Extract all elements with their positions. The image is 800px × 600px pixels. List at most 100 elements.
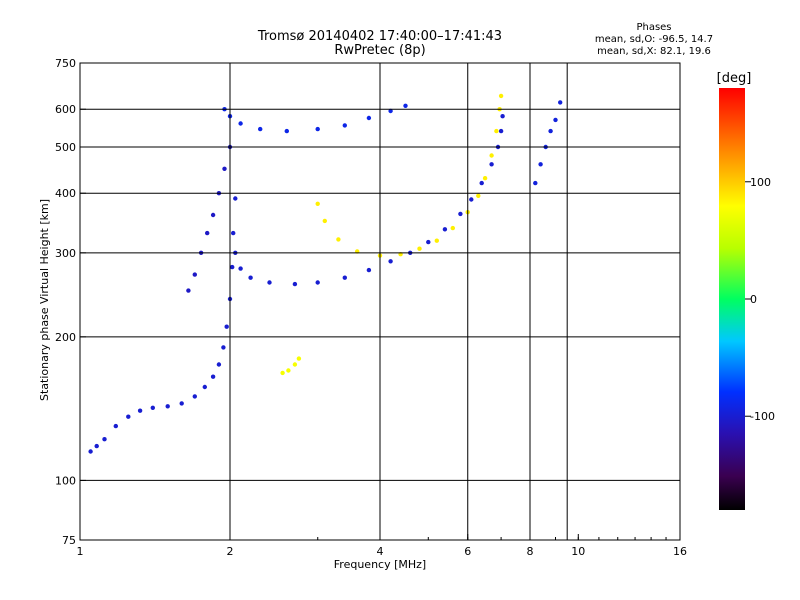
colorbar-tick-label: 0 — [750, 293, 757, 306]
scatter-point — [548, 128, 553, 134]
x-tick-label: 8 — [527, 545, 534, 558]
scatter-point — [231, 230, 236, 236]
scatter-point — [296, 356, 302, 361]
scatter-point — [202, 384, 207, 390]
scatter-point — [498, 93, 504, 99]
scatter-point — [315, 280, 320, 285]
scatter-point — [126, 414, 131, 419]
y-tick-label: 100 — [55, 474, 76, 487]
scatter-point — [388, 259, 393, 264]
grid-layer — [80, 63, 680, 540]
scatter-point — [113, 423, 119, 429]
scatter-point — [315, 126, 320, 132]
y-tick-label: 400 — [55, 187, 76, 200]
x-tick-label: 4 — [377, 545, 384, 558]
scatter-point — [186, 288, 191, 293]
x-tick-label: 1 — [77, 545, 84, 558]
scatter-point — [500, 114, 505, 119]
scatter-point — [292, 362, 298, 367]
chart-subtitle: RwPretec (8p) — [334, 43, 425, 58]
scatter-point — [403, 103, 408, 109]
scatter-point — [150, 405, 155, 410]
scatter-point — [210, 212, 216, 218]
scatter-point — [192, 272, 197, 277]
scatter-point — [230, 264, 235, 270]
y-tick-label: 200 — [55, 331, 76, 344]
scatter-point — [137, 408, 143, 413]
scatter-point — [366, 115, 372, 121]
scatter-point — [498, 128, 504, 134]
scatter-point — [558, 100, 563, 105]
x-tick-label: 2 — [227, 545, 234, 558]
scatter-point — [258, 126, 263, 132]
x-tick-label: 10 — [571, 545, 585, 558]
scatter-point — [336, 237, 341, 242]
scatter-point — [221, 345, 226, 350]
x-axis: 1 2 4 6 8 10 16 — [77, 534, 687, 558]
scatter-point — [434, 238, 439, 243]
scatter-point — [205, 230, 210, 236]
y-axis: 75 100 200 300 400 500 600 750 — [55, 57, 86, 547]
y-tick-label: 750 — [55, 57, 76, 70]
scatter-point — [489, 153, 494, 158]
scatter-point — [179, 401, 184, 406]
scatter-point — [342, 275, 347, 280]
chart-title: Tromsø 20140402 17:40:00–17:41:43 — [257, 29, 502, 44]
colorbar-tick-label: 100 — [750, 176, 771, 189]
y-tick-label: 600 — [55, 103, 76, 116]
stats-line-x: mean, sd,X: 82.1, 19.6 — [597, 46, 711, 57]
colorbar-tick-label: -100 — [750, 410, 775, 423]
scatter-point — [479, 180, 484, 186]
scatter-point — [248, 275, 253, 280]
scatter-point — [476, 193, 481, 198]
scatter-point — [469, 197, 474, 202]
scatter-point — [366, 267, 372, 273]
scatter-layer — [88, 93, 563, 454]
scatter-point — [216, 362, 222, 367]
scatter-point — [315, 201, 320, 206]
scatter-point — [533, 180, 538, 186]
y-tick-label: 300 — [55, 247, 76, 260]
y-tick-label: 75 — [62, 534, 76, 547]
scatter-point — [322, 218, 327, 224]
scatter-point — [233, 196, 238, 201]
scatter-point — [489, 162, 494, 167]
scatter-point — [482, 176, 488, 181]
colorbar-ticks: -100 0 100 — [745, 176, 775, 423]
scatter-point — [292, 281, 298, 287]
stats-line-o: mean, sd,O: -96.5, 14.7 — [595, 34, 713, 45]
scatter-point — [426, 239, 431, 245]
colorbar-label: [deg] — [717, 71, 752, 86]
scatter-point — [284, 128, 289, 134]
scatter-point — [267, 280, 272, 285]
scatter-point — [238, 121, 243, 126]
scatter-point — [210, 374, 216, 379]
colorbar — [719, 88, 745, 510]
scatter-point — [222, 166, 227, 171]
scatter-point — [286, 368, 291, 373]
x-tick-label: 16 — [673, 545, 687, 558]
y-axis-label: Stationary phase Virtual Height [km] — [38, 199, 51, 401]
scatter-point — [417, 246, 422, 251]
scatter-point — [165, 404, 170, 409]
scatter-point — [342, 123, 347, 128]
scatter-point — [442, 227, 448, 232]
scatter-point — [224, 324, 229, 329]
scatter-point — [88, 449, 93, 454]
scatter-point — [538, 162, 543, 167]
scatter-point — [280, 370, 285, 376]
scatter-point — [238, 266, 243, 271]
x-tick-label: 6 — [464, 545, 471, 558]
scatter-point — [102, 437, 107, 442]
scatter-point — [553, 117, 558, 123]
scatter-point — [494, 128, 499, 134]
scatter-point — [94, 443, 99, 449]
x-axis-label: Frequency [MHz] — [334, 558, 426, 571]
scatter-point — [388, 108, 393, 114]
scatter-point — [192, 394, 197, 399]
stats-title: Phases — [636, 22, 671, 33]
scatter-point — [458, 211, 463, 217]
scatter-point — [450, 225, 455, 231]
